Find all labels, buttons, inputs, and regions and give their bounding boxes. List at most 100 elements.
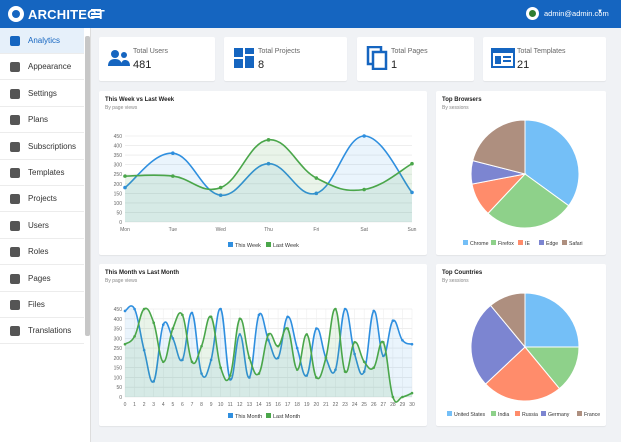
sidebar-item-subscriptions[interactable]: Subscriptions bbox=[0, 134, 84, 160]
data-point[interactable] bbox=[314, 176, 319, 180]
data-point[interactable] bbox=[343, 370, 347, 373]
data-point[interactable] bbox=[353, 352, 356, 356]
data-point[interactable] bbox=[257, 372, 261, 375]
data-point[interactable] bbox=[315, 327, 318, 330]
sidebar-item-translations[interactable]: Translations bbox=[0, 318, 84, 345]
data-point[interactable] bbox=[152, 380, 155, 383]
data-point[interactable] bbox=[410, 190, 414, 195]
data-point[interactable] bbox=[218, 185, 223, 190]
data-point[interactable] bbox=[343, 307, 347, 311]
data-point[interactable] bbox=[295, 368, 299, 371]
sidebar-item-settings[interactable]: Settings bbox=[0, 81, 84, 107]
data-point[interactable] bbox=[276, 356, 280, 360]
data-point[interactable] bbox=[181, 313, 184, 317]
data-point[interactable] bbox=[219, 307, 222, 311]
pie-slice[interactable] bbox=[472, 119, 526, 175]
pie-slice[interactable] bbox=[524, 119, 580, 207]
data-point[interactable] bbox=[142, 348, 146, 352]
sidebar-item-plans[interactable]: Plans bbox=[0, 107, 84, 134]
data-point[interactable] bbox=[218, 193, 223, 198]
data-point[interactable] bbox=[133, 307, 136, 311]
hamburger-menu-icon[interactable] bbox=[91, 9, 101, 18]
pie-slice[interactable] bbox=[524, 292, 580, 348]
data-point[interactable] bbox=[372, 366, 376, 369]
user-avatar-icon[interactable] bbox=[526, 7, 539, 20]
chevron-down-icon[interactable]: ▼ bbox=[597, 9, 603, 15]
data-point[interactable] bbox=[362, 134, 366, 138]
data-point[interactable] bbox=[362, 187, 366, 192]
data-point[interactable] bbox=[266, 161, 271, 166]
data-point[interactable] bbox=[238, 317, 242, 321]
pie-slice[interactable] bbox=[489, 292, 526, 349]
data-point[interactable] bbox=[286, 315, 289, 319]
data-point[interactable] bbox=[295, 346, 299, 350]
data-point[interactable] bbox=[257, 313, 261, 317]
data-point[interactable] bbox=[362, 370, 366, 373]
data-point[interactable] bbox=[362, 360, 366, 364]
data-point[interactable] bbox=[181, 358, 184, 362]
data-point[interactable] bbox=[410, 342, 414, 346]
sidebar-scrollbar[interactable] bbox=[85, 36, 90, 336]
data-point[interactable] bbox=[142, 307, 146, 311]
data-point[interactable] bbox=[391, 319, 395, 323]
data-point[interactable] bbox=[161, 360, 165, 364]
data-point[interactable] bbox=[372, 309, 376, 313]
data-point[interactable] bbox=[410, 391, 414, 395]
sidebar-item-appearance[interactable]: Appearance bbox=[0, 54, 84, 81]
data-point[interactable] bbox=[324, 356, 328, 360]
data-point[interactable] bbox=[315, 376, 318, 379]
data-point[interactable] bbox=[391, 395, 395, 399]
x-tick-label: 14 bbox=[256, 402, 262, 408]
data-point[interactable] bbox=[267, 333, 270, 336]
data-point[interactable] bbox=[314, 191, 319, 196]
user-menu[interactable]: admin@admin.com bbox=[544, 9, 609, 18]
sidebar-item-roles[interactable]: Roles bbox=[0, 239, 84, 266]
data-point[interactable] bbox=[219, 366, 222, 369]
data-point[interactable] bbox=[410, 161, 414, 166]
data-point[interactable] bbox=[334, 307, 337, 311]
data-point[interactable] bbox=[266, 138, 271, 142]
data-point[interactable] bbox=[209, 358, 213, 362]
data-point[interactable] bbox=[248, 376, 251, 379]
data-point[interactable] bbox=[133, 335, 136, 338]
sidebar-item-users[interactable]: Users bbox=[0, 213, 84, 239]
data-point[interactable] bbox=[161, 323, 165, 326]
data-point[interactable] bbox=[209, 315, 213, 319]
data-point[interactable] bbox=[123, 185, 127, 190]
data-point[interactable] bbox=[248, 356, 251, 360]
data-point[interactable] bbox=[401, 338, 404, 342]
data-point[interactable] bbox=[123, 342, 127, 346]
data-point[interactable] bbox=[353, 340, 356, 344]
data-point[interactable] bbox=[286, 327, 289, 330]
sidebar-item-analytics[interactable]: Analytics bbox=[0, 28, 84, 54]
sidebar-item-files[interactable]: Files bbox=[0, 292, 84, 318]
pie-slice[interactable] bbox=[484, 346, 561, 402]
data-point[interactable] bbox=[123, 174, 127, 178]
data-point[interactable] bbox=[171, 151, 175, 155]
app-logo[interactable]: ARCHITECT bbox=[28, 7, 105, 22]
data-point[interactable] bbox=[305, 333, 309, 336]
data-point[interactable] bbox=[276, 344, 280, 348]
sidebar-item-templates[interactable]: Templates bbox=[0, 160, 84, 186]
data-point[interactable] bbox=[228, 374, 232, 377]
data-point[interactable] bbox=[200, 372, 203, 375]
data-point[interactable] bbox=[334, 368, 337, 371]
data-point[interactable] bbox=[382, 340, 385, 344]
data-point[interactable] bbox=[190, 360, 194, 364]
sidebar-item-projects[interactable]: Projects bbox=[0, 186, 84, 213]
data-point[interactable] bbox=[190, 311, 194, 315]
data-point[interactable] bbox=[401, 395, 404, 399]
data-point[interactable] bbox=[200, 344, 203, 348]
pie-slice[interactable] bbox=[470, 304, 526, 385]
sidebar-item-pages[interactable]: Pages bbox=[0, 266, 84, 292]
data-point[interactable] bbox=[123, 309, 127, 313]
data-point[interactable] bbox=[267, 338, 270, 342]
data-point[interactable] bbox=[382, 354, 385, 358]
data-point[interactable] bbox=[171, 337, 175, 340]
data-point[interactable] bbox=[305, 374, 309, 377]
data-point[interactable] bbox=[152, 321, 155, 324]
data-point[interactable] bbox=[171, 174, 175, 178]
pie-slice[interactable] bbox=[487, 173, 570, 229]
data-point[interactable] bbox=[238, 333, 242, 336]
data-point[interactable] bbox=[171, 327, 175, 330]
